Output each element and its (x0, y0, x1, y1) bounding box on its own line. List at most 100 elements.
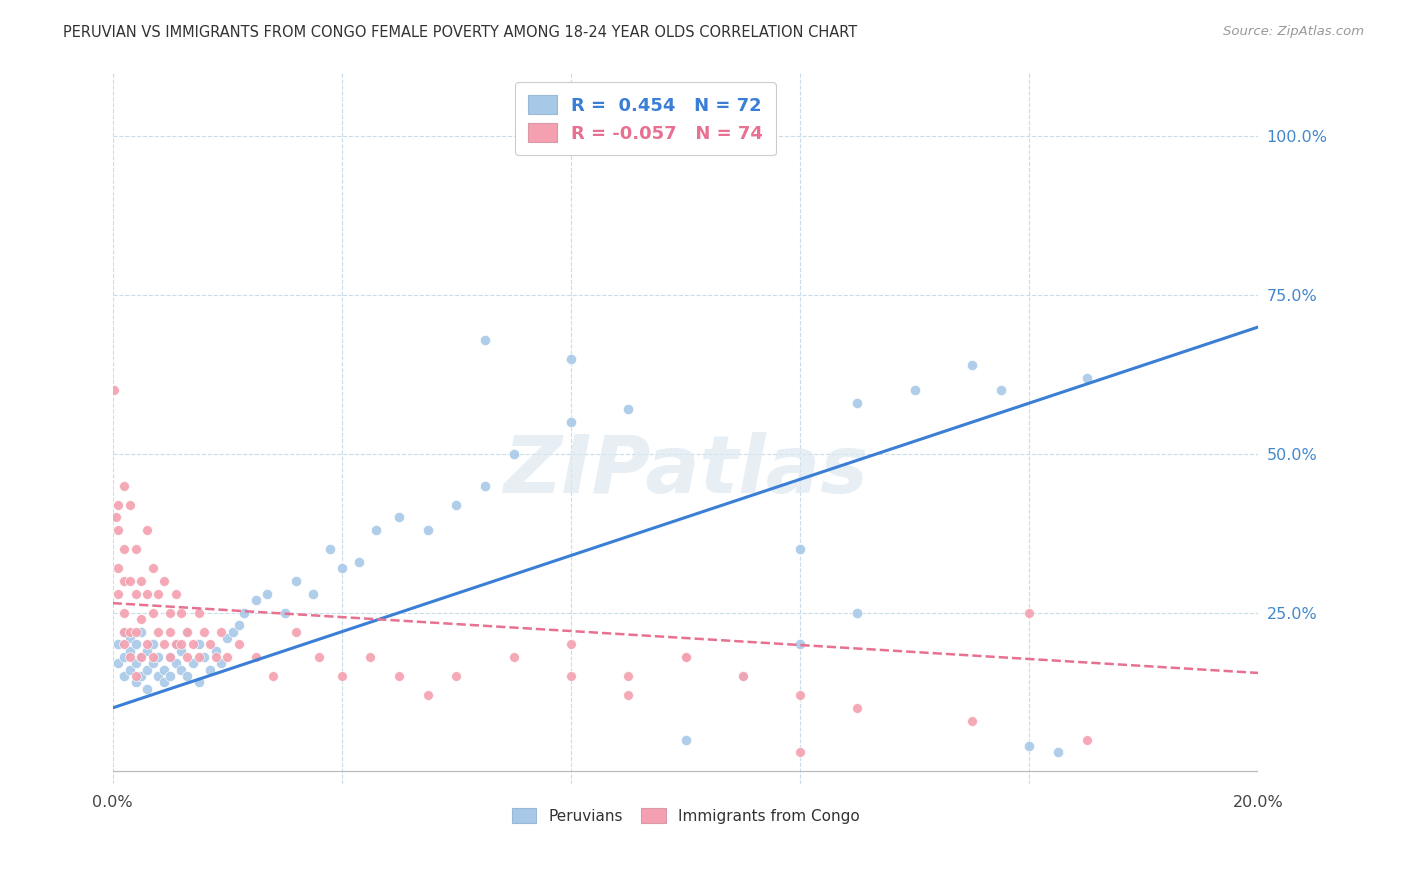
Point (245, 593, 267, 607)
Point (107, 637, 129, 651)
Point (198, 663, 221, 677)
Point (1076, 732, 1098, 747)
Point (148, 650, 170, 665)
Point (112, 650, 135, 665)
Point (789, 542, 811, 557)
Point (136, 681, 159, 696)
Point (731, 669, 754, 683)
Point (388, 510, 411, 524)
Point (1018, 739, 1040, 753)
Point (846, 606, 869, 620)
Point (112, 478, 135, 492)
Point (502, 447, 524, 461)
Point (1076, 370, 1098, 384)
Point (1018, 606, 1040, 620)
Point (129, 624, 152, 639)
Point (112, 574, 135, 588)
Point (159, 606, 181, 620)
Point (124, 657, 146, 671)
Point (159, 669, 181, 683)
Point (560, 669, 582, 683)
Point (176, 624, 198, 639)
Point (112, 624, 135, 639)
Point (112, 624, 135, 639)
Point (136, 523, 159, 537)
Point (262, 669, 284, 683)
Point (330, 561, 353, 575)
Point (193, 624, 215, 639)
Point (474, 478, 496, 492)
Point (245, 650, 267, 665)
Point (187, 675, 209, 690)
Point (165, 637, 187, 651)
Point (153, 637, 176, 651)
Point (217, 631, 239, 645)
Point (165, 586, 187, 600)
Point (302, 586, 325, 600)
Point (124, 542, 146, 557)
Point (285, 624, 308, 639)
Point (170, 606, 193, 620)
Point (159, 650, 181, 665)
Point (124, 669, 146, 683)
Point (187, 650, 209, 665)
Point (273, 606, 295, 620)
Point (846, 396, 869, 410)
Point (170, 644, 193, 658)
Point (789, 745, 811, 759)
Point (211, 657, 233, 671)
Point (118, 574, 141, 588)
Point (416, 688, 439, 702)
Point (170, 637, 193, 651)
Point (124, 586, 146, 600)
Point (617, 402, 640, 417)
Point (142, 606, 165, 620)
Point (416, 523, 439, 537)
Point (560, 415, 582, 429)
Point (181, 637, 204, 651)
Point (136, 586, 159, 600)
Point (107, 498, 129, 512)
Point (446, 498, 468, 512)
Point (104, 510, 127, 524)
Point (153, 663, 176, 677)
Point (107, 586, 129, 600)
Point (211, 624, 233, 639)
Point (198, 637, 221, 651)
Point (789, 637, 811, 651)
Point (124, 637, 146, 651)
Point (617, 669, 640, 683)
Point (136, 637, 159, 651)
Point (388, 669, 411, 683)
Point (960, 714, 983, 728)
Point (129, 650, 152, 665)
Point (1046, 745, 1069, 759)
Point (675, 650, 697, 665)
Point (159, 624, 181, 639)
Point (148, 669, 170, 683)
Point (124, 675, 146, 690)
Point (846, 701, 869, 715)
Point (153, 675, 176, 690)
Point (118, 650, 141, 665)
Point (165, 657, 187, 671)
Point (347, 555, 370, 569)
Point (107, 657, 129, 671)
Point (129, 650, 152, 665)
Point (560, 351, 582, 366)
Point (112, 669, 135, 683)
Point (308, 650, 330, 665)
Point (142, 561, 165, 575)
Point (228, 618, 250, 632)
Point (112, 637, 135, 651)
Point (148, 586, 170, 600)
Point (904, 384, 927, 398)
Point (118, 631, 141, 645)
Point (148, 624, 170, 639)
Point (181, 657, 204, 671)
Point (118, 644, 141, 658)
Point (142, 657, 165, 671)
Point (502, 650, 524, 665)
Point (474, 333, 496, 347)
Point (256, 586, 278, 600)
